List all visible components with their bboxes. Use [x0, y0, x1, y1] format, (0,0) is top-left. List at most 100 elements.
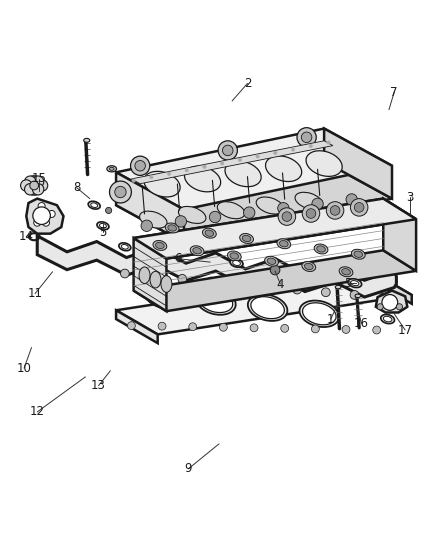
- Circle shape: [30, 181, 39, 190]
- Ellipse shape: [225, 161, 261, 187]
- Circle shape: [189, 323, 197, 330]
- Ellipse shape: [193, 247, 201, 254]
- Ellipse shape: [121, 245, 128, 249]
- Circle shape: [282, 212, 292, 221]
- Circle shape: [149, 272, 158, 280]
- Circle shape: [238, 158, 242, 161]
- Polygon shape: [134, 238, 166, 311]
- Circle shape: [379, 293, 388, 302]
- Ellipse shape: [91, 203, 98, 207]
- Ellipse shape: [153, 240, 167, 251]
- Text: 9: 9: [184, 462, 192, 475]
- Ellipse shape: [302, 262, 316, 271]
- Ellipse shape: [227, 251, 241, 261]
- Ellipse shape: [265, 256, 279, 266]
- Ellipse shape: [205, 230, 214, 236]
- Circle shape: [244, 207, 255, 219]
- Ellipse shape: [99, 223, 106, 228]
- Circle shape: [38, 203, 45, 209]
- Text: 16: 16: [354, 317, 369, 330]
- Circle shape: [377, 304, 383, 310]
- Polygon shape: [370, 271, 412, 304]
- Ellipse shape: [217, 201, 245, 219]
- Circle shape: [175, 216, 187, 227]
- Ellipse shape: [256, 197, 284, 214]
- Text: 10: 10: [17, 361, 32, 375]
- Ellipse shape: [199, 290, 233, 312]
- Circle shape: [235, 280, 244, 288]
- Ellipse shape: [277, 239, 291, 249]
- Polygon shape: [376, 290, 407, 312]
- Circle shape: [278, 208, 296, 225]
- Ellipse shape: [295, 192, 322, 209]
- Ellipse shape: [267, 258, 276, 264]
- Ellipse shape: [88, 201, 100, 209]
- Circle shape: [132, 179, 135, 182]
- Circle shape: [301, 132, 312, 142]
- Ellipse shape: [351, 249, 365, 259]
- Ellipse shape: [165, 223, 179, 233]
- Circle shape: [326, 201, 344, 219]
- Circle shape: [207, 277, 215, 286]
- Circle shape: [25, 176, 44, 195]
- Ellipse shape: [230, 253, 239, 259]
- Ellipse shape: [381, 314, 395, 324]
- Circle shape: [120, 269, 129, 278]
- Circle shape: [220, 161, 224, 165]
- Circle shape: [311, 325, 319, 333]
- Circle shape: [306, 209, 316, 219]
- Circle shape: [127, 322, 135, 329]
- Ellipse shape: [97, 222, 109, 230]
- Ellipse shape: [150, 271, 161, 288]
- Circle shape: [250, 324, 258, 332]
- Polygon shape: [383, 199, 416, 271]
- Polygon shape: [116, 310, 158, 343]
- Circle shape: [270, 265, 280, 275]
- Ellipse shape: [304, 263, 313, 270]
- Circle shape: [297, 128, 316, 147]
- Circle shape: [396, 304, 403, 310]
- Circle shape: [48, 211, 55, 217]
- Text: 14: 14: [19, 230, 34, 243]
- Circle shape: [34, 219, 41, 226]
- Text: 7: 7: [390, 86, 398, 99]
- Ellipse shape: [355, 294, 360, 297]
- Circle shape: [167, 172, 171, 175]
- Polygon shape: [134, 199, 416, 259]
- Circle shape: [291, 148, 295, 151]
- Ellipse shape: [383, 316, 392, 322]
- Ellipse shape: [178, 206, 206, 223]
- Circle shape: [278, 203, 289, 214]
- Ellipse shape: [190, 246, 204, 256]
- Circle shape: [302, 205, 320, 222]
- Ellipse shape: [279, 240, 288, 247]
- Ellipse shape: [109, 167, 114, 171]
- Text: 3: 3: [406, 191, 413, 204]
- Text: 1: 1: [327, 312, 335, 326]
- Polygon shape: [26, 199, 64, 233]
- Ellipse shape: [348, 279, 362, 287]
- Circle shape: [135, 160, 145, 171]
- Polygon shape: [324, 128, 392, 199]
- Circle shape: [350, 199, 368, 216]
- Ellipse shape: [84, 139, 90, 142]
- Circle shape: [42, 219, 49, 226]
- Ellipse shape: [144, 171, 180, 197]
- Circle shape: [185, 168, 188, 172]
- Ellipse shape: [339, 267, 353, 277]
- Circle shape: [32, 183, 44, 195]
- Circle shape: [25, 176, 36, 188]
- Polygon shape: [116, 271, 412, 334]
- Circle shape: [149, 175, 153, 179]
- Ellipse shape: [303, 303, 336, 325]
- Circle shape: [274, 151, 277, 155]
- Ellipse shape: [251, 297, 284, 319]
- Polygon shape: [116, 128, 392, 209]
- Circle shape: [223, 145, 233, 156]
- Ellipse shape: [242, 235, 251, 241]
- Ellipse shape: [155, 243, 164, 248]
- Text: 5: 5: [99, 226, 106, 239]
- Circle shape: [25, 183, 36, 195]
- Ellipse shape: [306, 151, 342, 176]
- Ellipse shape: [152, 243, 159, 248]
